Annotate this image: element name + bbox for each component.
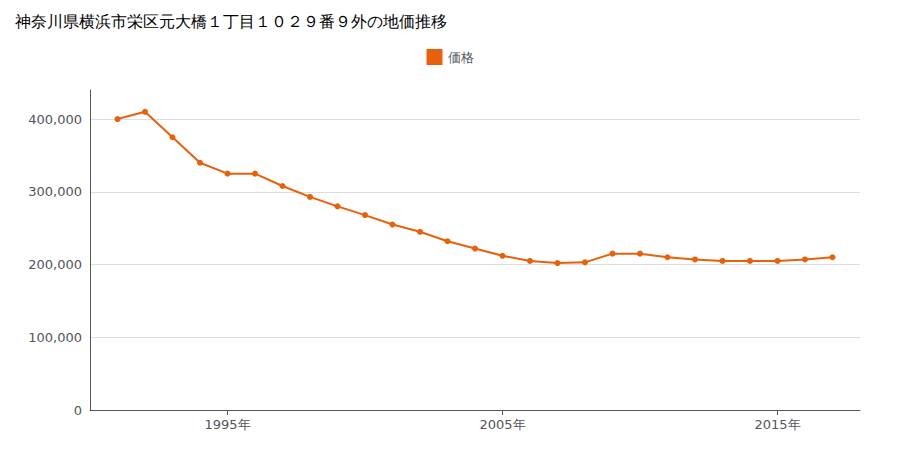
svg-text:300,000: 300,000 xyxy=(28,184,82,199)
svg-text:100,000: 100,000 xyxy=(28,330,82,345)
svg-text:0: 0 xyxy=(74,403,82,418)
svg-text:1995年: 1995年 xyxy=(204,417,250,432)
svg-text:神奈川県横浜市栄区元大橋１丁目１０２９番９外の地価推移: 神奈川県横浜市栄区元大橋１丁目１０２９番９外の地価推移 xyxy=(15,12,447,31)
svg-text:価格: 価格 xyxy=(448,50,474,65)
svg-text:400,000: 400,000 xyxy=(28,112,82,127)
svg-text:2015年: 2015年 xyxy=(754,417,800,432)
svg-text:200,000: 200,000 xyxy=(28,257,82,272)
svg-text:2005年: 2005年 xyxy=(479,417,525,432)
